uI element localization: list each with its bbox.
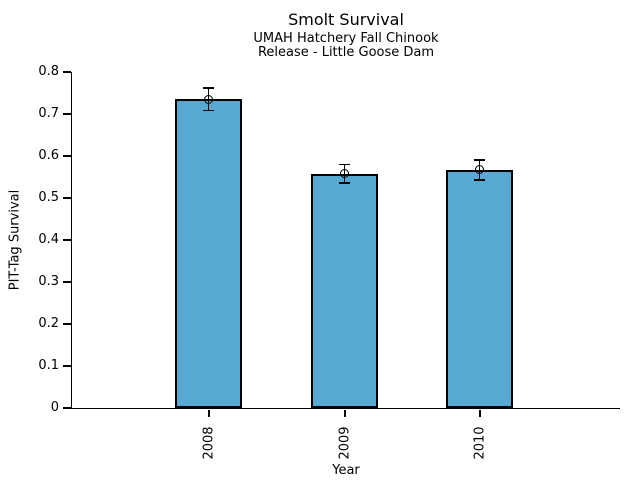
error-bar-cap-bottom [474,179,485,181]
x-tick [208,409,210,417]
error-bar-marker [340,169,349,179]
y-tick [63,365,71,367]
x-tick [479,409,481,417]
chart-title: Smolt Survival [288,10,404,29]
y-tick [63,407,71,409]
y-tick [63,71,71,73]
error-bar-cap-top [339,163,350,166]
y-tick [63,281,71,283]
x-axis-label: Year [332,463,360,478]
error-bar-marker [475,165,484,175]
chart-subtitle-line2: Release - Little Goose Dam [257,45,435,60]
y-tick-label: 0.8 [38,64,59,79]
x-tick-label-2008: 2008 [201,426,217,460]
x-tick-label-2009: 2009 [337,426,353,460]
y-tick-label: 0.7 [38,106,59,121]
bar-2009 [311,173,378,408]
error-bar-marker [204,94,213,104]
y-tick [63,113,71,115]
chart-subtitle-line1: UMAH Hatchery Fall Chinook [253,31,439,46]
error-bar-cap-top [203,87,214,89]
y-tick-label: 0.2 [38,316,59,331]
error-bar-cap-bottom [339,182,350,184]
y-tick [63,197,71,199]
y-tick-label: 0.3 [38,274,59,289]
y-tick [63,155,71,157]
y-tick [63,239,71,241]
y-tick-label: 0.5 [38,190,59,205]
error-bar-cap-top [474,159,485,161]
y-tick [63,323,71,325]
bar-2008 [175,99,242,408]
x-tick-label-2010: 2010 [472,426,488,460]
error-bar-cap-bottom [203,109,214,112]
y-tick-label: 0.6 [38,148,59,163]
y-tick-label: 0.4 [38,232,59,247]
x-tick [344,409,346,417]
y-tick-label: 0.1 [38,358,59,373]
bar-2010 [446,169,513,408]
y-tick-label: 0 [50,400,59,415]
plot-area [70,72,620,409]
